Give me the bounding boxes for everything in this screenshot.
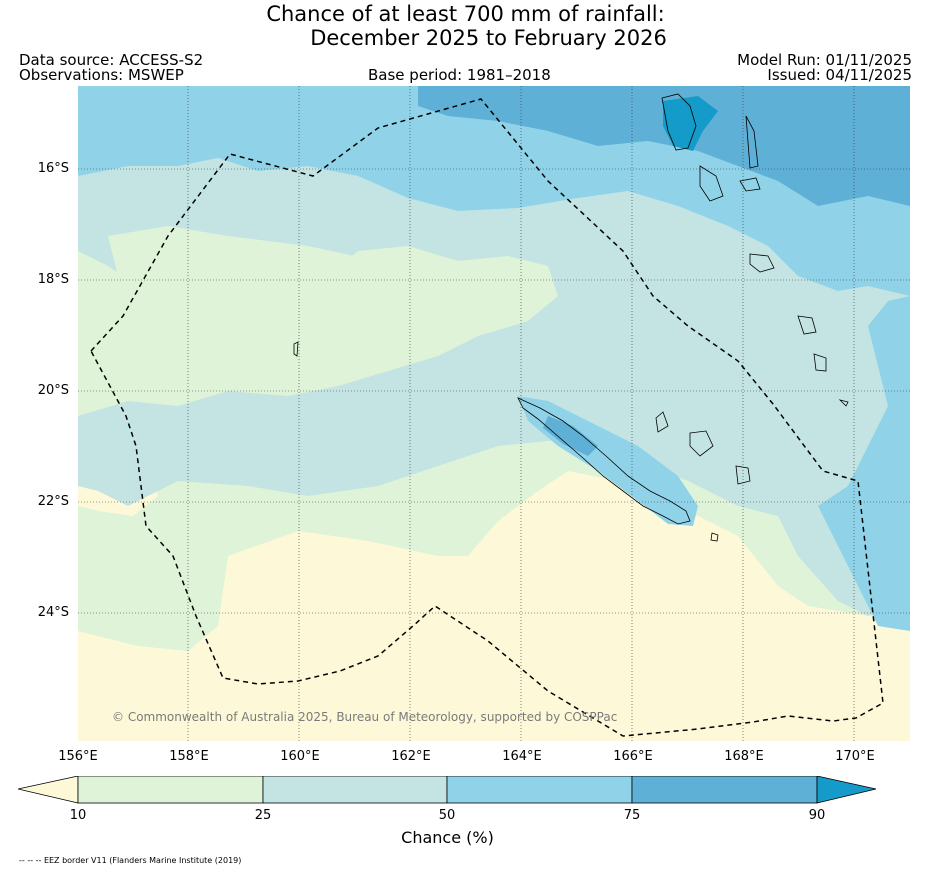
eez-border (90, 98, 884, 737)
loyalty-mare (735, 465, 751, 485)
lon-tick-156e: 156°E (58, 749, 98, 764)
matthew-island (838, 399, 849, 407)
colorbar-label-10: 10 (69, 808, 87, 823)
observations-label: Observations: MSWEP (19, 66, 184, 84)
lon-tick-166e: 166°E (613, 749, 653, 764)
chesterfield-reef (293, 341, 299, 357)
colorbar-title: Chance (%) (401, 828, 494, 847)
copyright-notice: © Commonwealth of Australia 2025, Bureau… (112, 710, 618, 724)
lon-tick-164e: 164°E (502, 749, 542, 764)
pentecost (745, 115, 759, 169)
map-title-line1: Chance of at least 700 mm of rainfall: (266, 2, 665, 26)
lon-tick-168e: 168°E (724, 749, 764, 764)
new-caledonia-coast (517, 397, 691, 525)
colorbar-50-75 (446, 776, 633, 804)
colorbar-label-90: 90 (808, 808, 826, 823)
lon-tick-162e: 162°E (391, 749, 431, 764)
lat-tick-22s: 22°S (37, 494, 69, 509)
lat-tick-18s: 18°S (37, 272, 69, 287)
eez-footnote: -- -- -- EEZ border V11 (Flanders Marine… (19, 856, 242, 865)
espiritu-santo (661, 93, 697, 151)
colorbar-10-25 (77, 776, 264, 804)
lon-tick-158e: 158°E (169, 749, 209, 764)
tanna (797, 315, 817, 335)
zone-above-90-new-caledonia (543, 416, 598, 456)
map-title-line2: December 2025 to February 2026 (310, 26, 667, 50)
zone-above-90-vanuatu (663, 96, 718, 151)
colorbar-label-75: 75 (623, 808, 641, 823)
rainfall-probability-map (78, 86, 910, 741)
lon-tick-170e: 170°E (835, 749, 875, 764)
colorbar-25-50 (262, 776, 448, 804)
lat-tick-16s: 16°S (37, 161, 69, 176)
erromango (749, 253, 775, 273)
lon-tick-160e: 160°E (280, 749, 320, 764)
colorbar-above-90 (816, 776, 877, 804)
colorbar-75-90 (631, 776, 818, 804)
lat-tick-24s: 24°S (37, 605, 69, 620)
efate (739, 177, 761, 192)
graticule (78, 86, 910, 741)
base-period-label: Base period: 1981–2018 (368, 66, 551, 84)
malekula (699, 165, 724, 202)
model-run-label: Model Run: 01/11/2025 (737, 51, 912, 69)
coastlines (293, 93, 849, 542)
colorbar (18, 776, 877, 804)
zone-50-75-east (818, 296, 910, 631)
loyalty-ouvea (655, 411, 669, 433)
lat-tick-20s: 20°S (37, 383, 69, 398)
zone-25-50 (78, 86, 910, 616)
zone-below-10-south (78, 471, 910, 741)
zone-10-25-north (108, 226, 438, 316)
colorbar-below-10 (18, 776, 79, 804)
issued-label: Issued: 04/11/2025 (767, 66, 912, 84)
loyalty-lifou (689, 430, 714, 457)
colorbar-label-50: 50 (438, 808, 456, 823)
data-source-label: Data source: ACCESS-S2 (19, 51, 204, 69)
isle-of-pines (710, 532, 719, 542)
aneityum (813, 353, 827, 372)
colorbar-label-25: 25 (254, 808, 272, 823)
zone-75-90-north (418, 86, 910, 206)
